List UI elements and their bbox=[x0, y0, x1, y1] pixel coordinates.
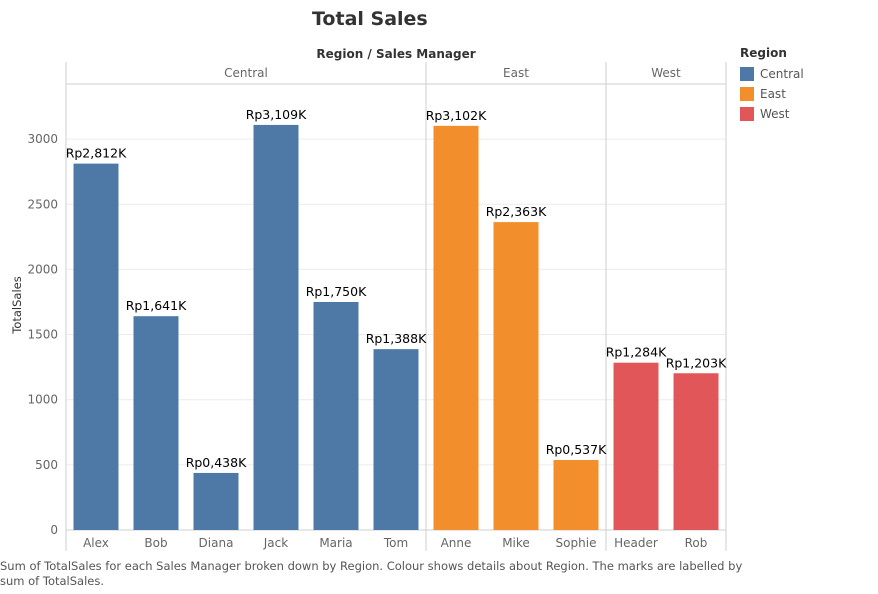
data-label: Rp1,284K bbox=[606, 345, 667, 360]
data-label: Rp1,388K bbox=[366, 331, 427, 346]
region-header: West bbox=[651, 66, 681, 80]
y-tick-label: 1500 bbox=[27, 328, 58, 342]
x-tick-label: Jack bbox=[263, 536, 288, 550]
region-header: East bbox=[503, 66, 529, 80]
x-tick-label: Header bbox=[614, 536, 658, 550]
y-tick-label: 3000 bbox=[27, 132, 58, 146]
x-tick-label: Tom bbox=[383, 536, 408, 550]
legend: Region Central East West bbox=[740, 46, 804, 124]
x-tick-label: Mike bbox=[502, 536, 530, 550]
bar bbox=[433, 125, 479, 531]
y-tick-label: 0 bbox=[50, 523, 58, 537]
data-label: Rp1,203K bbox=[666, 355, 727, 370]
y-tick-label: 2500 bbox=[27, 197, 58, 211]
x-tick-label: Rob bbox=[685, 536, 708, 550]
legend-item-central[interactable]: Central bbox=[740, 64, 804, 84]
bar bbox=[673, 373, 719, 530]
y-tick-label: 500 bbox=[35, 458, 58, 472]
data-label: Rp0,438K bbox=[186, 455, 247, 470]
legend-swatch bbox=[740, 67, 754, 81]
legend-label: Central bbox=[760, 67, 804, 81]
data-label: Rp1,641K bbox=[126, 298, 187, 313]
data-label: Rp3,102K bbox=[426, 108, 487, 123]
x-tick-label: Diana bbox=[199, 536, 234, 550]
y-tick-label: 1000 bbox=[27, 393, 58, 407]
legend-label: East bbox=[760, 87, 786, 101]
bar bbox=[133, 316, 179, 530]
bar bbox=[313, 301, 359, 530]
y-axis-label: TotalSales bbox=[10, 276, 24, 334]
bar bbox=[253, 124, 299, 530]
x-tick-label: Maria bbox=[319, 536, 352, 550]
legend-item-west[interactable]: West bbox=[740, 104, 804, 124]
chart-caption: Sum of TotalSales for each Sales Manager… bbox=[0, 559, 743, 588]
legend-item-east[interactable]: East bbox=[740, 84, 804, 104]
data-label: Rp2,812K bbox=[66, 146, 127, 161]
bar bbox=[373, 349, 419, 530]
data-label: Rp3,109K bbox=[246, 107, 307, 122]
data-label: Rp2,363K bbox=[486, 204, 547, 219]
x-tick-label: Sophie bbox=[556, 536, 597, 550]
bar bbox=[493, 222, 539, 531]
data-label: Rp0,537K bbox=[546, 442, 607, 457]
x-tick-label: Alex bbox=[83, 536, 109, 550]
chart-title: Total Sales bbox=[312, 8, 428, 30]
legend-label: West bbox=[760, 107, 790, 121]
legend-swatch bbox=[740, 87, 754, 101]
data-label: Rp1,750K bbox=[306, 284, 367, 299]
legend-title: Region bbox=[740, 46, 787, 60]
bar bbox=[613, 362, 659, 530]
x-tick-label: Anne bbox=[441, 536, 472, 550]
region-header: Central bbox=[224, 66, 268, 80]
bar bbox=[73, 163, 119, 530]
x-tick-label: Bob bbox=[144, 536, 167, 550]
y-tick-label: 2000 bbox=[27, 262, 58, 276]
legend-swatch bbox=[740, 107, 754, 121]
column-header: Region / Sales Manager bbox=[316, 47, 475, 61]
bar bbox=[553, 460, 599, 530]
bar bbox=[193, 472, 239, 530]
